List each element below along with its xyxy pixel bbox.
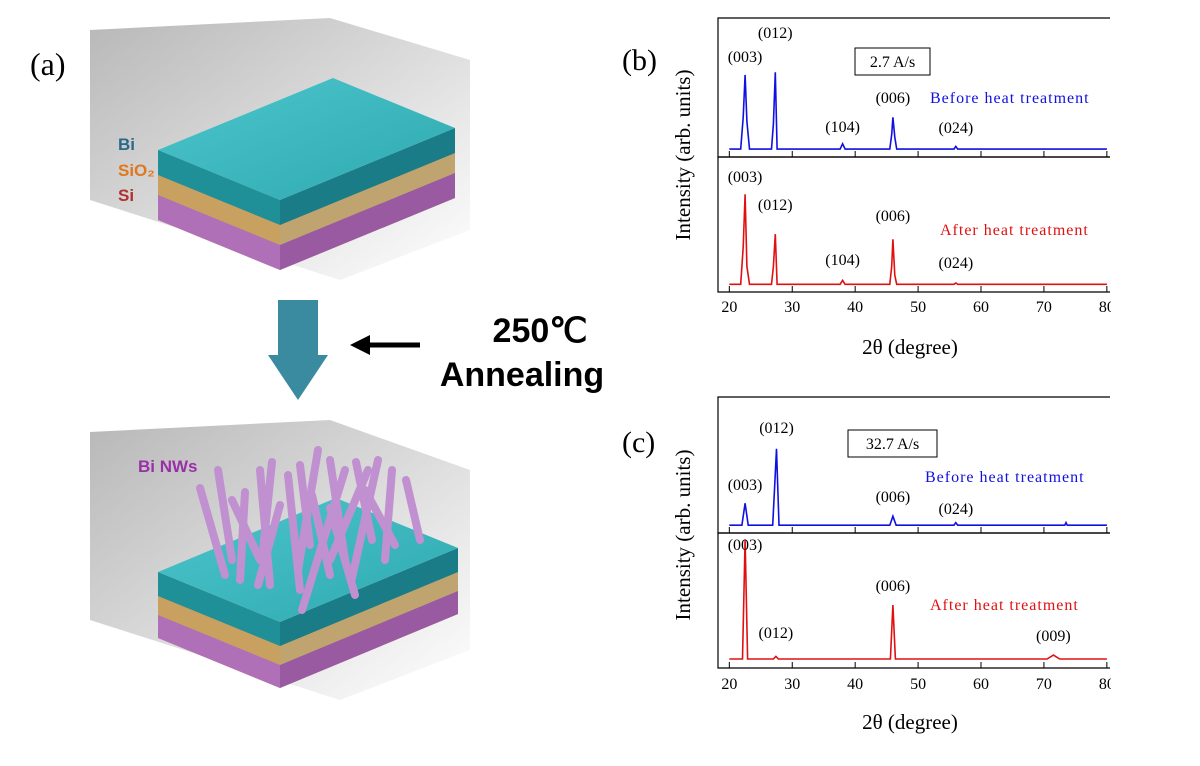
arrow <box>350 335 370 355</box>
axis-frame <box>717 156 1110 293</box>
y-axis-label: Intensity (arb. units) <box>671 450 695 621</box>
panel-label: (b) <box>622 44 657 77</box>
peak-label: (012) <box>758 197 793 214</box>
arrow <box>268 355 328 400</box>
x-axis-label: 2θ (degree) <box>862 335 958 359</box>
nanowire-label: Bi NWs <box>138 457 198 476</box>
x-tick-label: 40 <box>847 299 863 316</box>
peak-label: (003) <box>728 537 763 554</box>
spectrum <box>729 448 1107 526</box>
legend-label: After heat treatment <box>940 222 1089 239</box>
x-tick-label: 30 <box>784 299 800 316</box>
slab-side <box>280 173 455 270</box>
peak-label: (024) <box>939 120 974 137</box>
legend-label: After heat treatment <box>930 597 1079 614</box>
peak-label: (024) <box>939 501 974 518</box>
legend-label: Before heat treatment <box>925 469 1085 486</box>
slab-side <box>158 195 280 270</box>
arrow <box>278 300 318 355</box>
peak-label: (006) <box>876 208 911 225</box>
slab-top <box>158 78 455 200</box>
peak-label: (006) <box>876 578 911 595</box>
legend-label: Before heat treatment <box>930 90 1090 107</box>
note: 32.7 A/s <box>866 436 919 453</box>
peak-label: (012) <box>759 420 794 437</box>
note-box <box>854 47 931 76</box>
peak-label: (009) <box>1036 628 1071 645</box>
peak-label: (006) <box>876 489 911 506</box>
process-label: Annealing <box>440 356 604 394</box>
spectrum <box>729 72 1107 150</box>
peak-label: (003) <box>728 169 763 186</box>
layer-label: Si <box>118 186 134 205</box>
note: 2.7 A/s <box>870 54 915 71</box>
x-tick-label: 20 <box>721 299 737 316</box>
x-tick-label: 70 <box>1036 299 1052 316</box>
y-axis-label: Intensity (arb. units) <box>671 70 695 241</box>
layer-label: SiO₂ <box>118 161 155 180</box>
axis-frame <box>717 532 1110 669</box>
spectrum <box>729 539 1107 660</box>
spectrum <box>729 194 1107 286</box>
x-tick-label: 30 <box>784 676 800 693</box>
x-tick-label: 50 <box>910 299 926 316</box>
slab-side <box>280 548 458 646</box>
slab-side <box>280 128 455 225</box>
x-tick-label: 60 <box>973 299 989 316</box>
peak-label: (104) <box>825 119 860 136</box>
process-label: 250℃ <box>493 312 588 350</box>
peak-label: (012) <box>758 25 793 42</box>
note-box <box>847 429 938 458</box>
x-tick-label: 50 <box>910 676 926 693</box>
panel-label: (c) <box>622 426 655 459</box>
x-axis-label: 2θ (degree) <box>862 710 958 734</box>
slab-side <box>280 591 458 688</box>
layer-label: Bi <box>118 135 135 154</box>
x-tick-label: 60 <box>973 676 989 693</box>
slab-side <box>158 615 280 688</box>
peak-label: (003) <box>728 477 763 494</box>
x-tick-label: 80 <box>1099 676 1115 693</box>
crop <box>1111 0 1200 766</box>
peak-label: (003) <box>728 49 763 66</box>
x-tick-label: 80 <box>1099 299 1115 316</box>
peak-label: (104) <box>825 252 860 269</box>
peak-label: (024) <box>939 255 974 272</box>
slab-side <box>158 572 280 646</box>
nanowires <box>196 446 424 614</box>
x-tick-label: 70 <box>1036 676 1052 693</box>
x-tick-label: 40 <box>847 676 863 693</box>
slab-side <box>158 150 280 225</box>
peak-label: (012) <box>759 625 794 642</box>
diagram: (a) Bi SiO₂ Si 250℃ Annealing Bi NWs <box>30 18 604 700</box>
peak-label: (006) <box>876 90 911 107</box>
x-tick-label: 20 <box>721 676 737 693</box>
panel-label: (a) <box>30 46 66 82</box>
